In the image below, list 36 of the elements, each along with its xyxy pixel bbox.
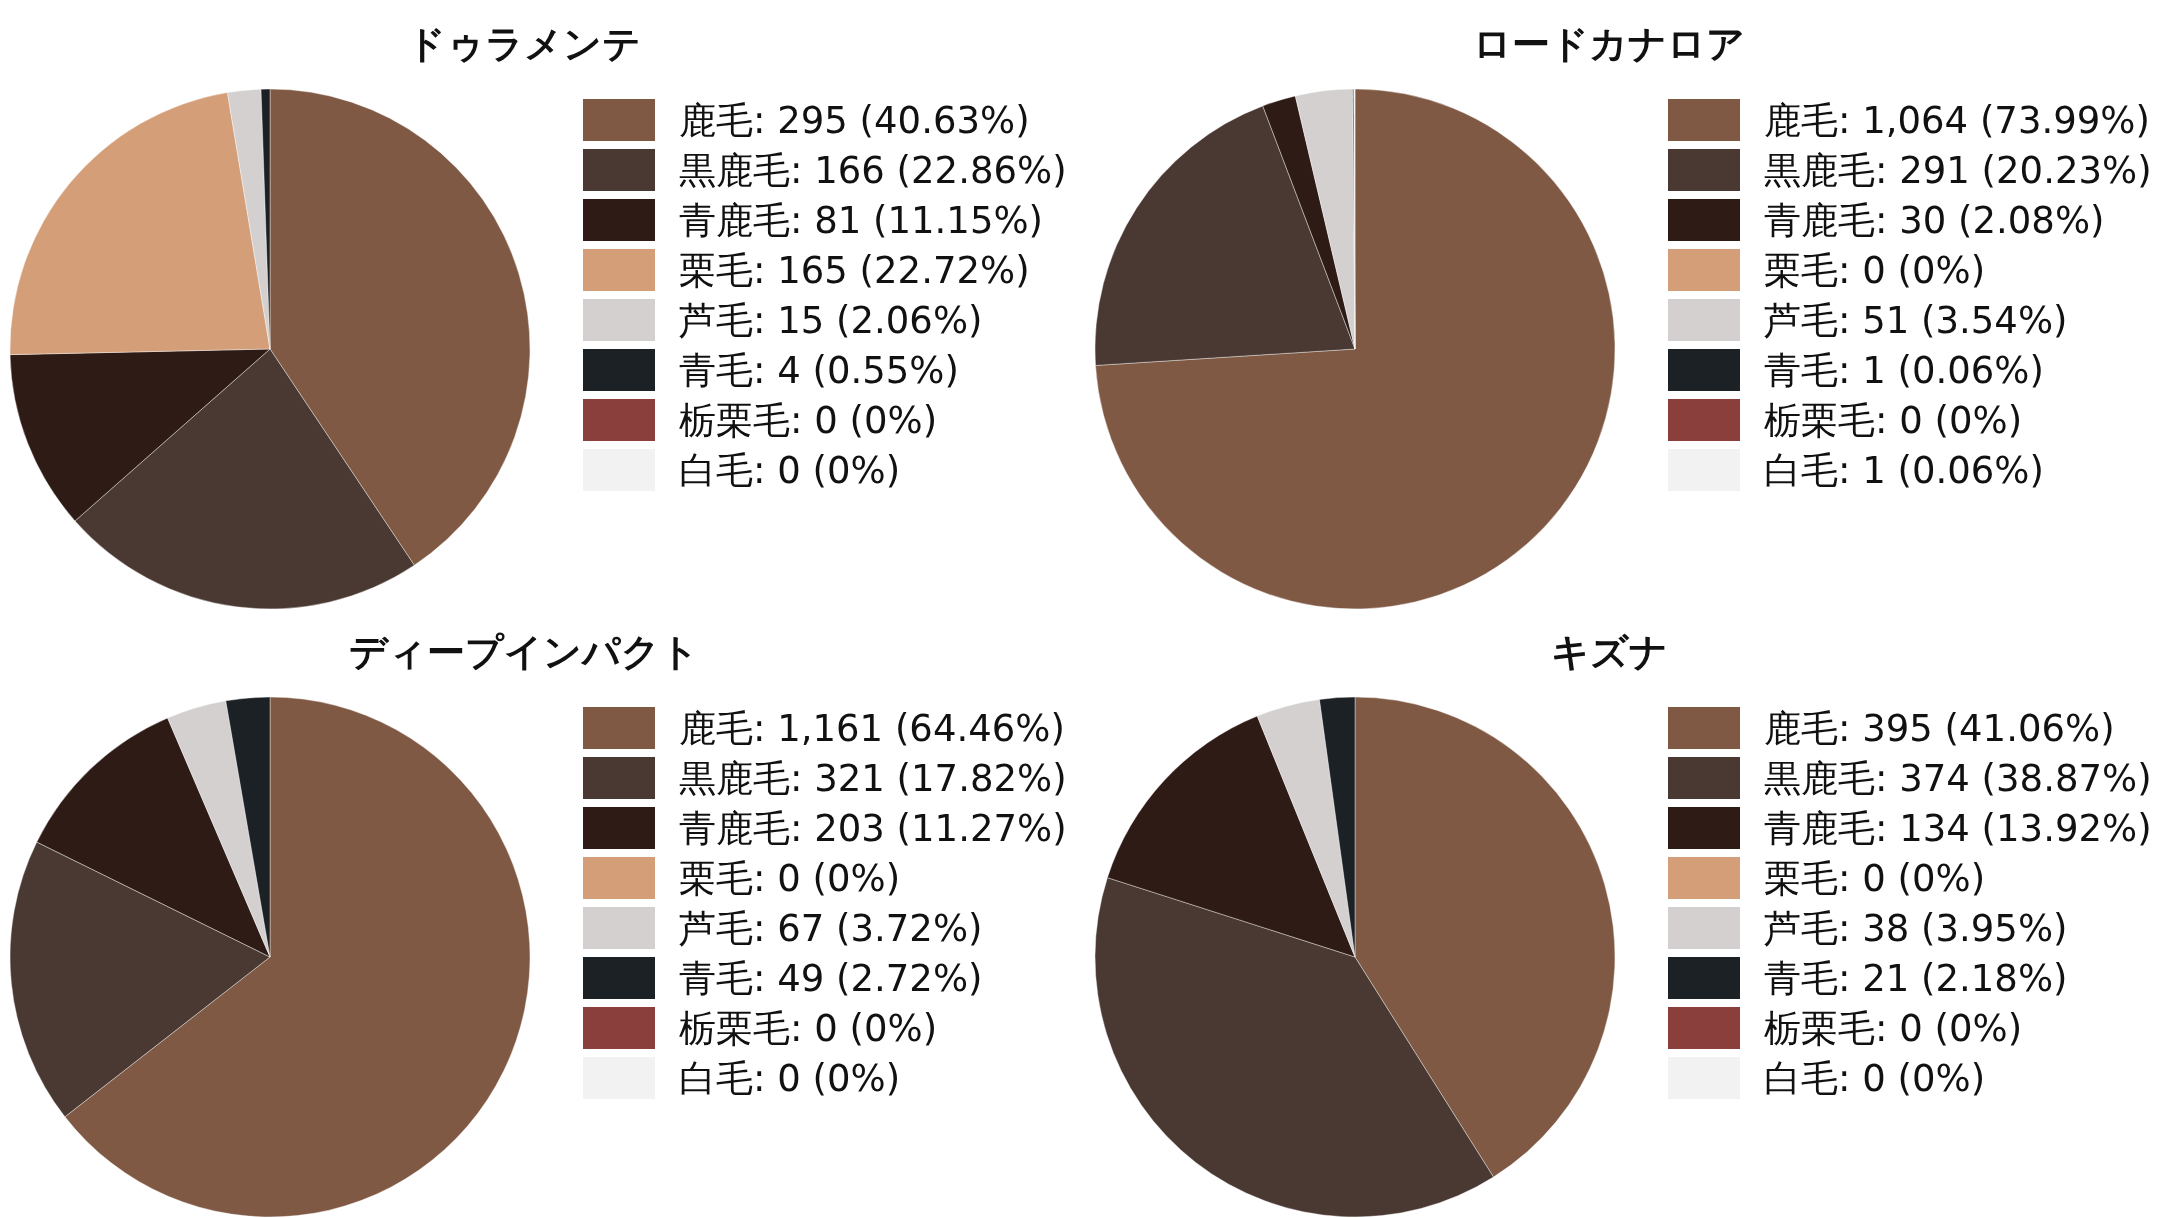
legend-label: 青毛: 4 (0.55%) bbox=[679, 349, 959, 392]
legend-label: 栃栗毛: 0 (0%) bbox=[1764, 1007, 2023, 1050]
legend-label: 鹿毛: 295 (40.63%) bbox=[679, 99, 1030, 142]
legend-label: 芦毛: 67 (3.72%) bbox=[679, 907, 983, 950]
legend-label: 芦毛: 15 (2.06%) bbox=[679, 299, 983, 342]
legend-label: 青毛: 49 (2.72%) bbox=[679, 957, 983, 1000]
legend-label: 黒鹿毛: 166 (22.86%) bbox=[679, 149, 1067, 192]
legend-label: 栃栗毛: 0 (0%) bbox=[679, 399, 938, 442]
legend-label: 青毛: 1 (0.06%) bbox=[1764, 349, 2044, 392]
legend-label: 白毛: 0 (0%) bbox=[679, 1057, 901, 1100]
legend-label: 栃栗毛: 0 (0%) bbox=[679, 1007, 938, 1050]
legend-label: 白毛: 0 (0%) bbox=[1764, 1057, 1986, 1100]
legend-label: 栗毛: 0 (0%) bbox=[1764, 249, 1986, 292]
chart-title: ロードカナロア bbox=[1473, 22, 1745, 66]
legend-label: 鹿毛: 395 (41.06%) bbox=[1764, 707, 2115, 750]
legend-label: 栗毛: 0 (0%) bbox=[1764, 857, 1986, 900]
legend-label: 栗毛: 165 (22.72%) bbox=[679, 249, 1030, 292]
legend-label: 芦毛: 51 (3.54%) bbox=[1764, 299, 2068, 342]
legend-label: 鹿毛: 1,064 (73.99%) bbox=[1764, 99, 2150, 142]
chart-title: ドゥラメンテ bbox=[407, 22, 641, 66]
legend-label: 栃栗毛: 0 (0%) bbox=[1764, 399, 2023, 442]
legend-label: 青鹿毛: 81 (11.15%) bbox=[679, 199, 1044, 242]
legend-label: 黒鹿毛: 291 (20.23%) bbox=[1764, 149, 2152, 192]
chart-title: キズナ bbox=[1550, 630, 1668, 674]
legend-label: 栗毛: 0 (0%) bbox=[679, 857, 901, 900]
legend-label: 芦毛: 38 (3.95%) bbox=[1764, 907, 2068, 950]
legend-label: 青毛: 21 (2.18%) bbox=[1764, 957, 2068, 1000]
legend-label: 黒鹿毛: 321 (17.82%) bbox=[679, 757, 1067, 800]
legend-label: 黒鹿毛: 374 (38.87%) bbox=[1764, 757, 2152, 800]
legend-label: 白毛: 0 (0%) bbox=[679, 449, 901, 492]
legend-label: 鹿毛: 1,161 (64.46%) bbox=[679, 707, 1065, 750]
legend-label: 白毛: 1 (0.06%) bbox=[1764, 449, 2044, 492]
legend-label: 青鹿毛: 203 (11.27%) bbox=[679, 807, 1067, 850]
legend-label: 青鹿毛: 134 (13.92%) bbox=[1764, 807, 2152, 850]
chart-title: ディープインパクト bbox=[349, 630, 699, 674]
legend-label: 青鹿毛: 30 (2.08%) bbox=[1764, 199, 2105, 242]
